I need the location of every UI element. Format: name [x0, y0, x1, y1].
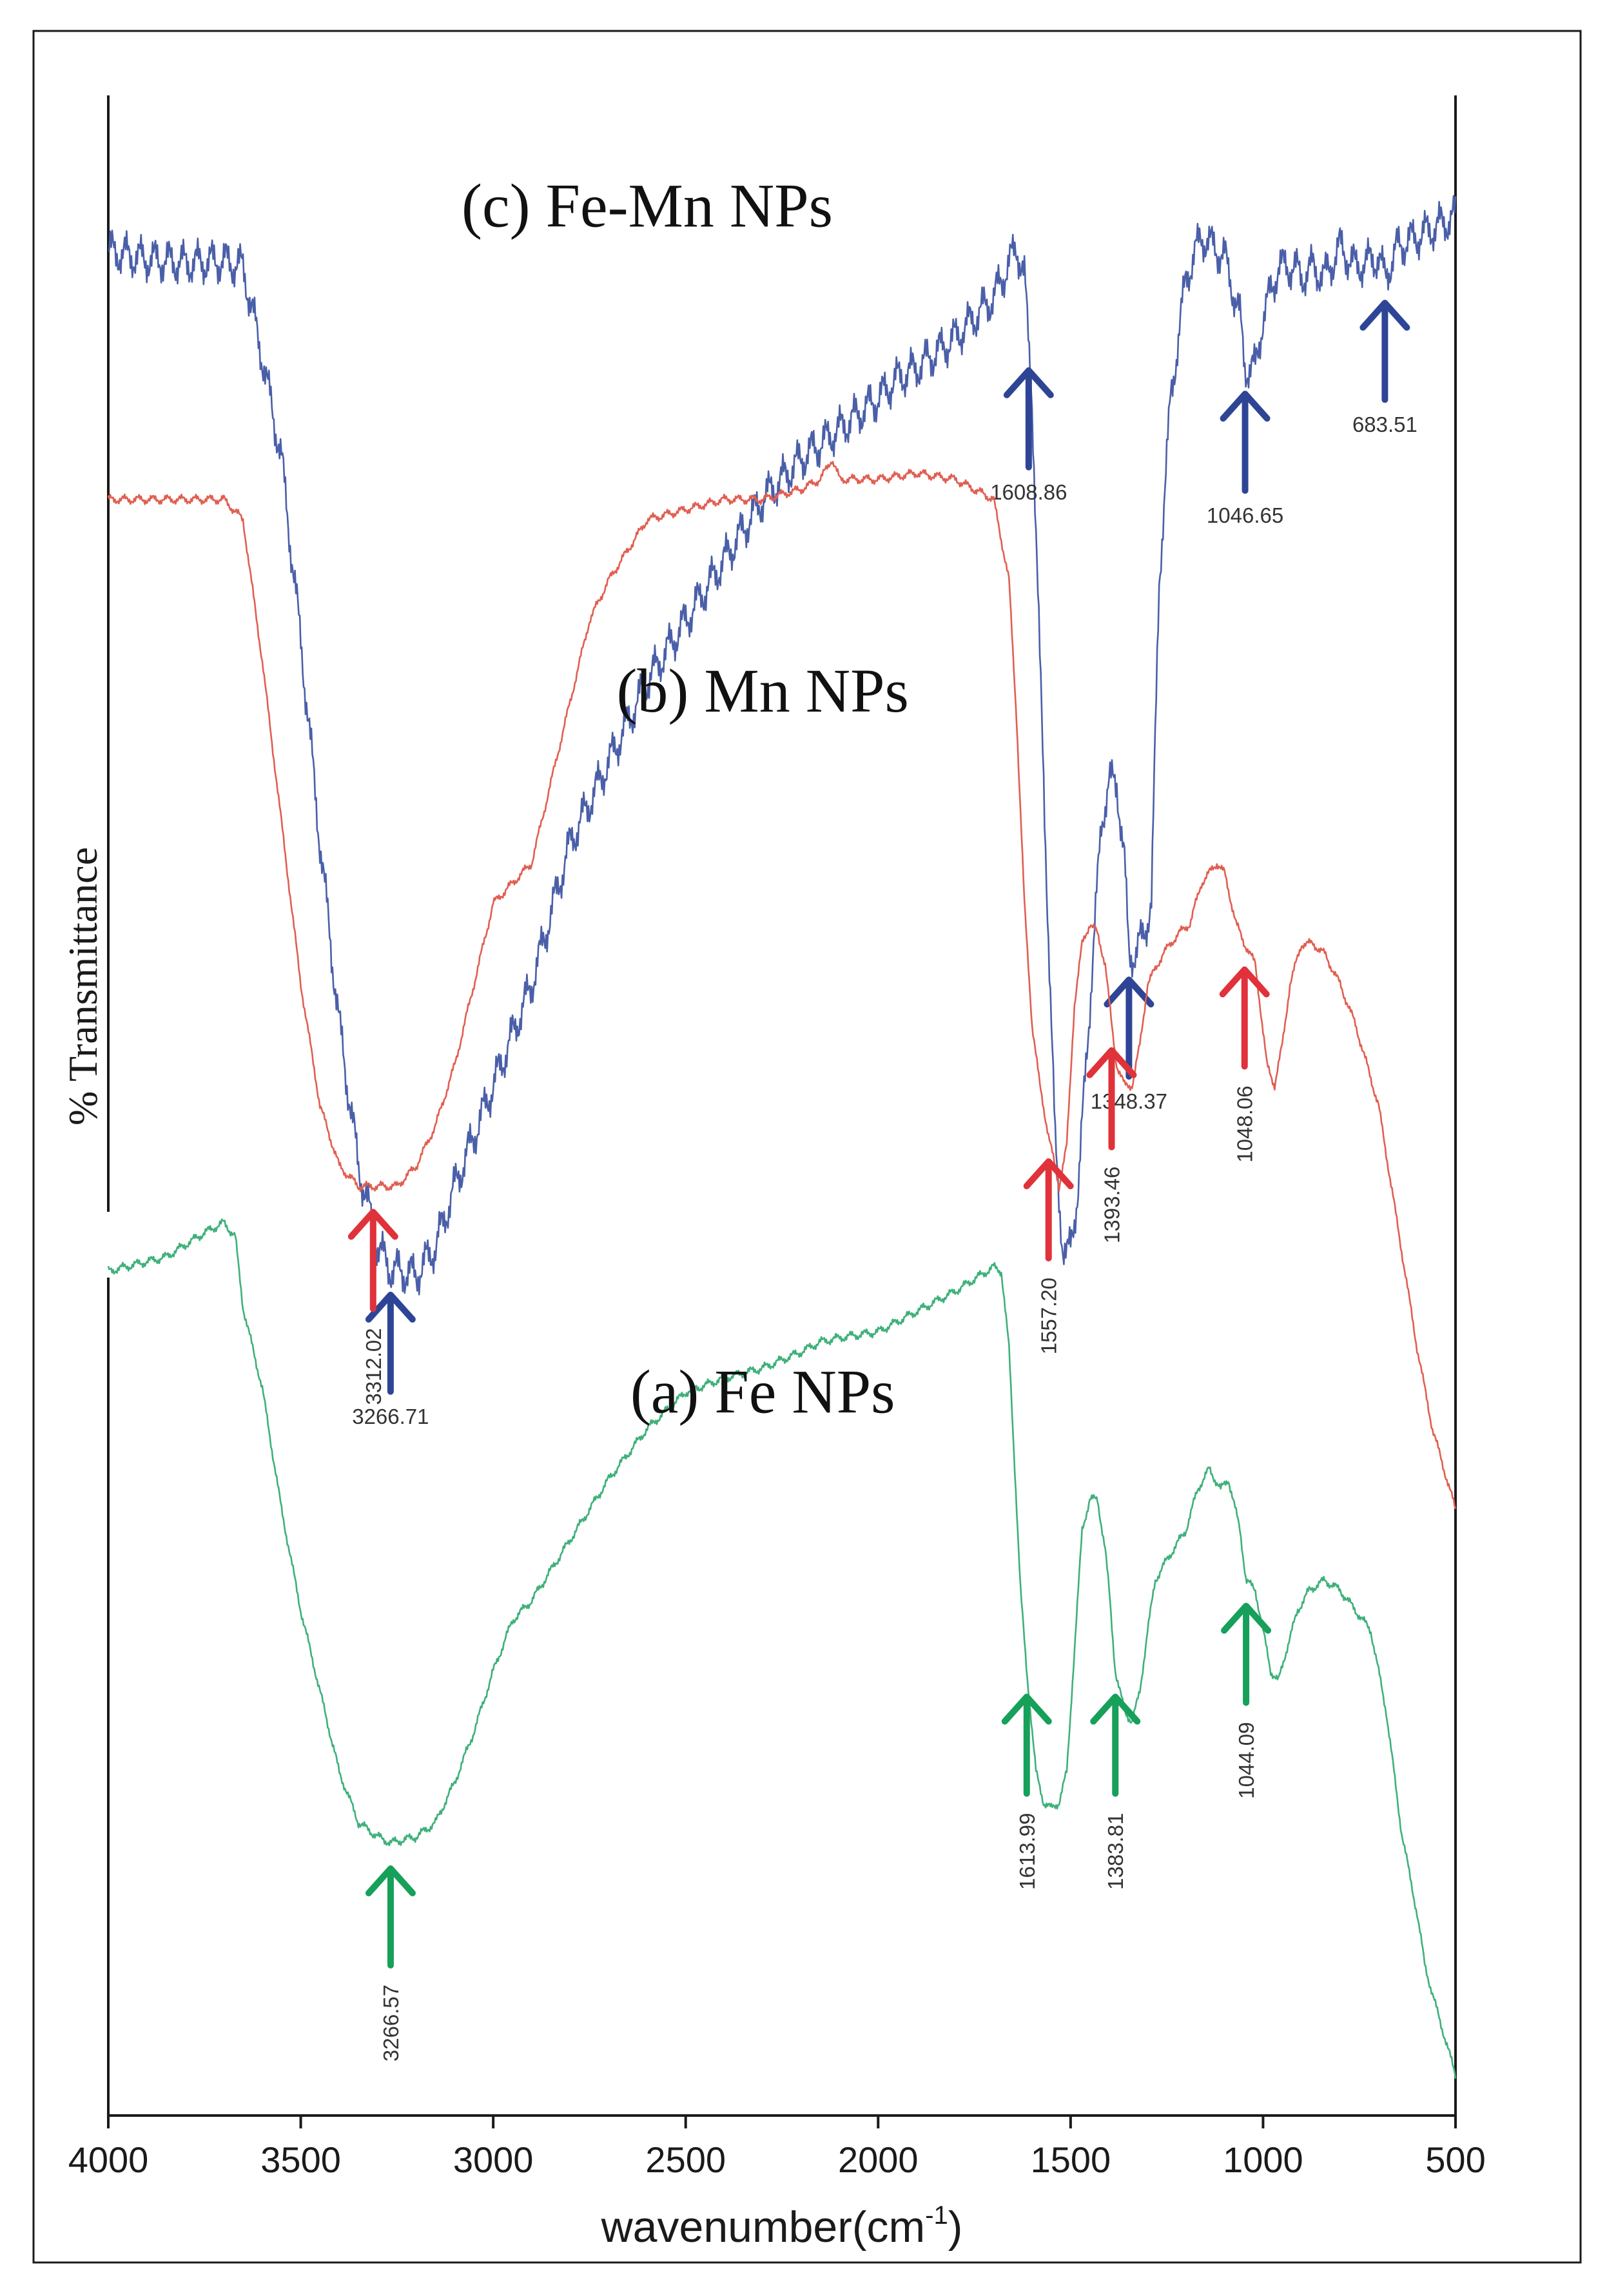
x-tick-label: 2500	[645, 2139, 726, 2180]
peak-label: 1383.81	[1104, 1813, 1127, 1890]
peak-arrow	[1086, 1047, 1137, 1151]
peak-label: 1608.86	[990, 480, 1067, 504]
x-tick-label: 1000	[1223, 2139, 1303, 2180]
peak-label: 3266.71	[352, 1405, 429, 1428]
series-label: (b) Mn NPs	[616, 656, 908, 725]
peak-arrow	[365, 1291, 416, 1395]
peak-arrow	[365, 1865, 416, 1969]
series-group: (b) Mn NPs 3312.02 1557.20 1393.46 1048.06	[107, 461, 1457, 1510]
peak-arrow	[1219, 966, 1270, 1070]
peak-label: 3266.57	[379, 1985, 403, 2061]
x-axis-label-main: wavenumber(cm	[601, 2203, 926, 2252]
peak-label: 1046.65	[1207, 503, 1283, 527]
peak-arrow	[347, 1209, 398, 1312]
series-line	[107, 1218, 1457, 2079]
x-tick-label: 1500	[1031, 2139, 1111, 2180]
peak-arrow	[1090, 1693, 1141, 1797]
series-line	[108, 195, 1457, 1296]
peak-label: 3312.02	[362, 1328, 385, 1405]
peak-arrow	[1001, 1693, 1052, 1797]
series-layer: (c) Fe-Mn NPs 3266.71 1608.86 1348.37 1046.6…	[107, 171, 1457, 2079]
x-axis-label: wavenumber(cm-1)	[601, 2201, 963, 2252]
peak-arrow	[1003, 367, 1054, 471]
peak-label: 1393.46	[1100, 1167, 1124, 1243]
peak-arrow	[1220, 391, 1271, 494]
x-tick-label: 500	[1425, 2139, 1485, 2180]
x-tick-label: 3000	[453, 2139, 534, 2180]
series-line	[107, 461, 1457, 1510]
peak-label: 1048.06	[1233, 1085, 1257, 1162]
peak-label: 1044.09	[1234, 1722, 1258, 1798]
peak-label: 1557.20	[1037, 1278, 1061, 1354]
x-axis-label-exponent: -1	[925, 2201, 948, 2230]
series-group: (a) Fe NPs 3266.57 1613.99 1383.81 1044.09	[107, 1218, 1457, 2079]
peak-arrow	[1221, 1602, 1272, 1706]
peak-label: 683.51	[1352, 413, 1417, 436]
series-label: (c) Fe-Mn NPs	[462, 171, 833, 240]
x-axis-ticks: 4000 3500 3000 2500 2000 1500 1000 500	[68, 2116, 1486, 2180]
peak-arrow	[1023, 1158, 1074, 1262]
x-tick-label: 2000	[838, 2139, 919, 2180]
x-tick-label: 4000	[68, 2139, 149, 2180]
peak-arrow	[1104, 976, 1154, 1080]
x-axis-label-close: )	[948, 2203, 963, 2252]
x-tick-label: 3500	[260, 2139, 341, 2180]
peak-label: 1613.99	[1015, 1813, 1039, 1890]
peak-arrow	[1359, 300, 1410, 404]
series-group: (c) Fe-Mn NPs 3266.71 1608.86 1348.37 1046.6…	[108, 171, 1457, 1428]
series-label: (a) Fe NPs	[630, 1357, 895, 1426]
y-axis-label: % Transmittance	[60, 847, 106, 1125]
peak-label: 1348.37	[1091, 1089, 1167, 1113]
figure-frame	[32, 30, 1582, 2264]
